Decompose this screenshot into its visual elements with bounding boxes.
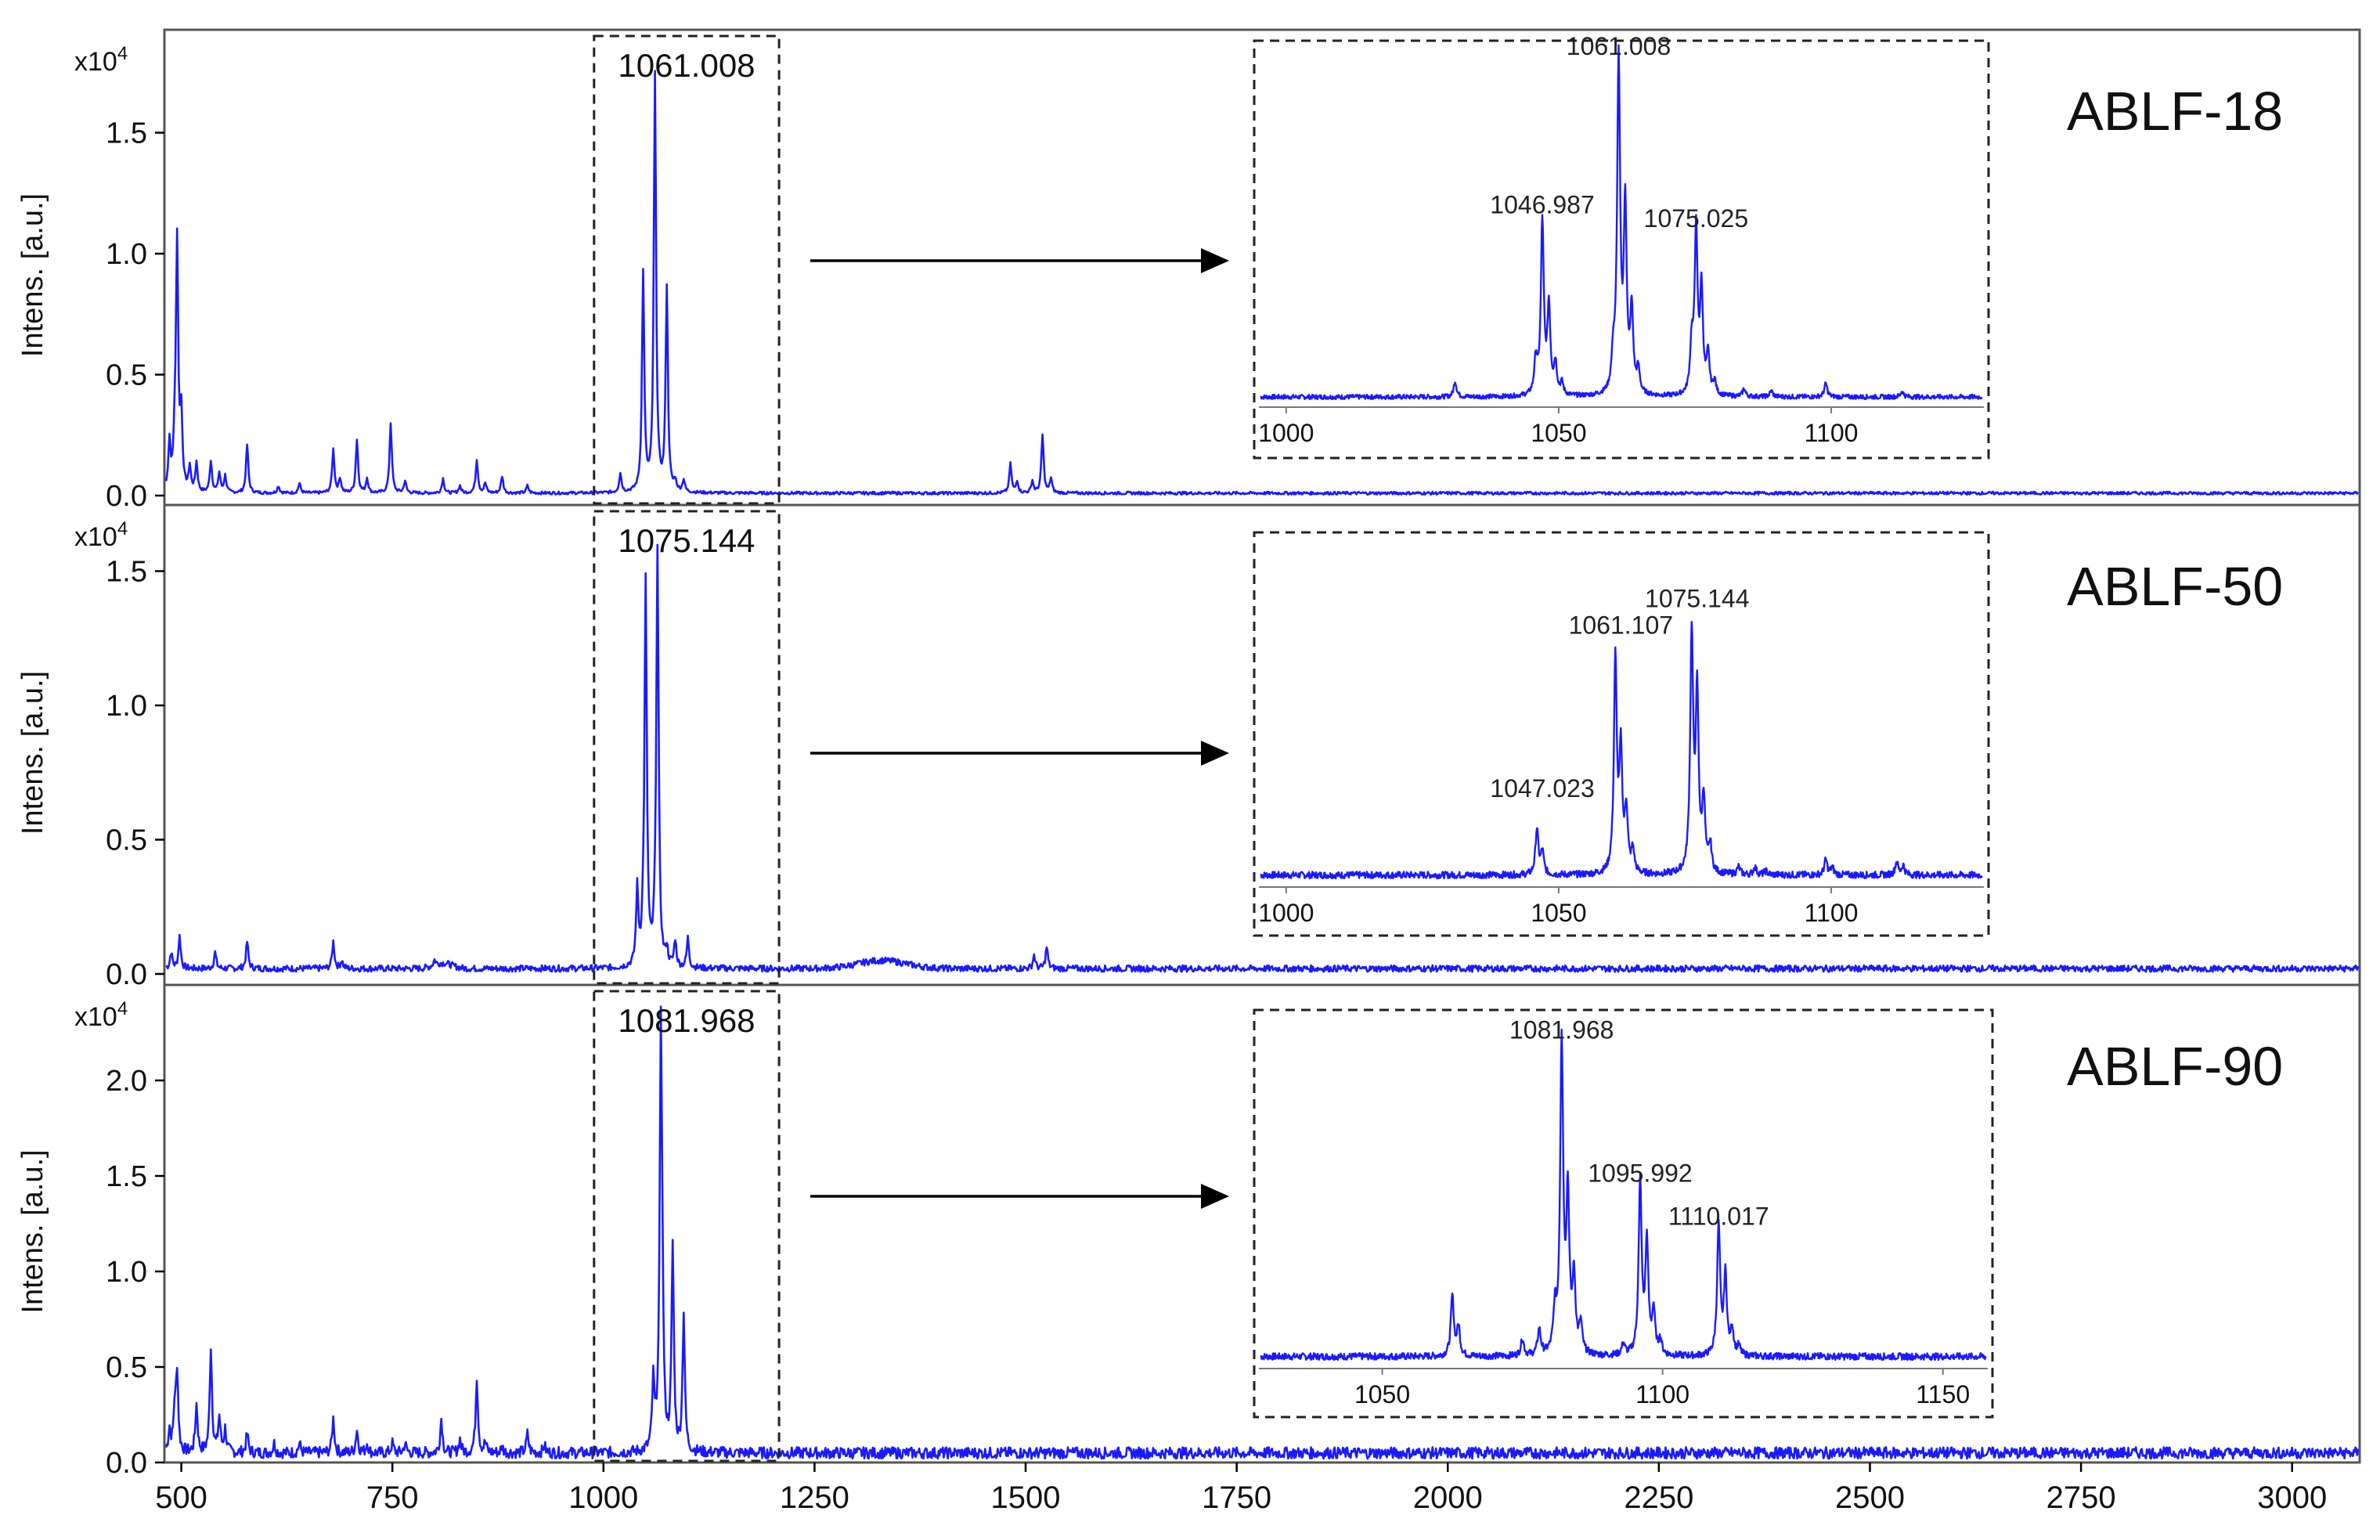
y-tick-label: 0.5 <box>106 824 147 857</box>
inset-box <box>1253 1008 1994 1419</box>
highlight-box <box>593 990 781 1462</box>
y-axis-label: Intens. [a.u.] <box>16 671 49 835</box>
inset-peak-label: 1061.008 <box>1567 32 1671 60</box>
inset-peak-label: 1061.107 <box>1569 611 1673 639</box>
y-axis-label: Intens. [a.u.] <box>16 193 49 357</box>
y-tick-label: 1.0 <box>106 1256 147 1289</box>
y-tick-label: 1.5 <box>106 117 147 150</box>
inset-spectrum-line <box>1260 44 1983 401</box>
spectrum-panel: 0.0 0.5 1.0 1.5 x104 Intens. [a.u.] 1061.008 AB… <box>16 32 2359 513</box>
inset-x-tick-label: 1000 <box>1258 899 1314 927</box>
y-exponent-base: x10 <box>74 47 117 77</box>
x-tick-label: 1000 <box>568 1480 638 1515</box>
inset-spectrum-line <box>1260 1028 1987 1361</box>
inset-spectrum-line <box>1260 621 1983 880</box>
inset-x-tick-label: 1050 <box>1531 419 1586 447</box>
inset-peak-label: 1075.025 <box>1644 204 1748 233</box>
inset-x-tick-label: 1100 <box>1635 1380 1689 1408</box>
inset-peak-label: 1095.992 <box>1588 1159 1692 1187</box>
panel-label: ABLF-50 <box>2067 556 2283 617</box>
y-tick-label: 2.0 <box>106 1065 147 1098</box>
x-tick-label: 1250 <box>780 1480 849 1515</box>
y-exponent-base: x10 <box>74 1002 117 1032</box>
spectrum-line <box>164 70 2359 496</box>
y-tick-label: 0.0 <box>106 1447 147 1480</box>
highlight-box <box>593 510 781 985</box>
inset-x-tick-label: 1100 <box>1805 899 1859 927</box>
y-tick-label: 0.0 <box>106 958 147 991</box>
y-tick-label: 1.5 <box>106 556 147 589</box>
y-tick-label: 1.0 <box>106 690 147 723</box>
inset-x-tick-label: 1100 <box>1805 419 1859 447</box>
y-tick-label: 1.0 <box>106 238 147 271</box>
inset-x-tick-label: 1000 <box>1258 419 1314 447</box>
y-exponent-power: 4 <box>117 43 128 64</box>
inset-x-tick-label: 1050 <box>1531 899 1586 927</box>
arrow-head <box>1201 741 1229 766</box>
highlight-box-label: 1075.144 <box>618 522 755 559</box>
x-tick-label: 2250 <box>1624 1480 1693 1515</box>
x-tick-label: 750 <box>366 1480 419 1515</box>
zoom-inset: 1000 1050 1100 1046.987 1061.008 1075.025 <box>1253 32 1990 460</box>
x-tick-label: 3000 <box>2257 1480 2327 1515</box>
inset-peak-label: 1081.968 <box>1509 1015 1614 1044</box>
y-axis-label: Intens. [a.u.] <box>16 1149 49 1313</box>
x-tick-label: 2750 <box>2046 1480 2116 1515</box>
plot-frame <box>163 28 2361 1464</box>
inset-peak-label: 1047.023 <box>1490 774 1594 802</box>
y-exponent-base: x10 <box>74 522 117 552</box>
inset-peak-label: 1110.017 <box>1668 1202 1769 1230</box>
spectrum-line <box>165 543 2360 973</box>
y-tick-label: 0.0 <box>106 480 147 513</box>
panel-label: ABLF-18 <box>2067 81 2283 142</box>
y-exponent-power: 4 <box>117 518 128 539</box>
arrow-head <box>1201 248 1229 273</box>
inset-peak-label: 1075.144 <box>1645 584 1749 612</box>
spectrum-panel: 0.0 0.5 1.0 1.5 x104 Intens. [a.u.] 1075.144 AB… <box>16 510 2360 991</box>
y-tick-label: 0.5 <box>106 359 147 392</box>
y-tick-label: 1.5 <box>106 1160 147 1193</box>
x-tick-label: 2000 <box>1413 1480 1483 1515</box>
y-exponent-label: x104 <box>74 518 128 552</box>
inset-peak-label: 1046.987 <box>1490 191 1594 219</box>
zoom-inset: 1050 1100 1150 1081.968 1095.992 1110.017 <box>1253 1008 1994 1419</box>
x-tick-label: 500 <box>155 1480 207 1515</box>
y-exponent-label: x104 <box>74 43 128 77</box>
highlight-box-label: 1061.008 <box>618 47 755 84</box>
arrow-head <box>1201 1184 1229 1209</box>
y-exponent-power: 4 <box>117 998 128 1019</box>
y-exponent-label: x104 <box>74 998 128 1032</box>
y-tick-label: 0.5 <box>106 1351 147 1384</box>
highlight-box <box>593 34 781 505</box>
x-tick-label: 2500 <box>1835 1480 1905 1515</box>
inset-x-tick-label: 1150 <box>1916 1380 1970 1408</box>
panel-label: ABLF-90 <box>2067 1036 2283 1097</box>
inset-x-tick-label: 1050 <box>1354 1380 1410 1408</box>
spectrum-panel: 0.0 0.5 1.0 1.5 2.0 x104 Intens. [a.u.] 1081.96… <box>16 990 2360 1480</box>
spectrum-line <box>164 1005 2360 1460</box>
x-tick-label: 1750 <box>1202 1480 1271 1515</box>
highlight-box-label: 1081.968 <box>618 1002 755 1039</box>
x-tick-label: 1500 <box>991 1480 1061 1515</box>
